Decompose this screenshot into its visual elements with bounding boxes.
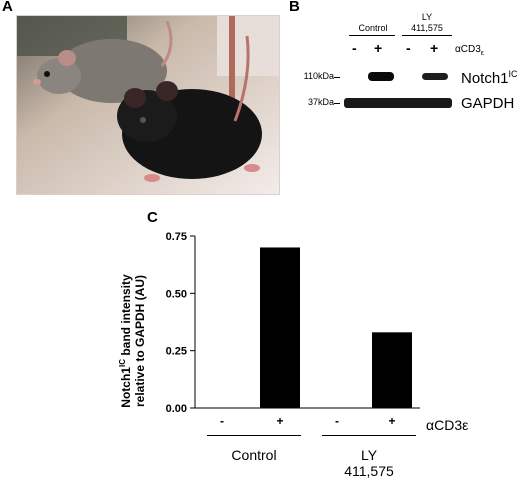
wb-band-row-gapdh	[344, 92, 452, 114]
chart-x-category-label: -	[220, 414, 224, 428]
wb-marker-tick-110	[334, 77, 340, 78]
mice-photo	[16, 15, 280, 195]
chart-y-tick-label: 0.50	[166, 288, 187, 300]
wb-group-label-control: Control	[358, 23, 388, 33]
wb-lane-sign-4: +	[430, 40, 439, 56]
chart-x-category-label: +	[276, 414, 283, 428]
wb-stimulus-main: CD3	[460, 44, 481, 55]
wb-protein-notch1-main: Notch1	[461, 70, 509, 87]
wb-band-notch1-lane2	[368, 72, 394, 81]
chart-group-underline-ly	[322, 435, 416, 436]
panel-label-c: C	[147, 209, 158, 226]
wb-group-label-ly-line1: LY	[421, 12, 433, 22]
wb-marker-110kda: 110kDa	[303, 71, 334, 81]
chart-group-underline-control	[207, 435, 301, 436]
wb-marker-tick-37	[334, 103, 340, 104]
chart-y-tick-label: 0.75	[166, 231, 187, 243]
chart-group-label-control: Control	[231, 447, 277, 463]
wb-stimulus-prefix: α	[455, 44, 461, 55]
wb-band-row-notch1	[344, 66, 452, 88]
chart-group-label-ly-line2: 411,575	[344, 463, 394, 479]
panel-label-a: A	[2, 0, 13, 15]
chart-group-label-ly-line1: LY	[360, 447, 378, 463]
chart-x-category-label: +	[388, 414, 395, 428]
chart-stimulus-label: αCD3ε	[426, 417, 469, 433]
mice-illustration	[17, 16, 279, 194]
panel-label-b: B	[289, 0, 300, 15]
chart-y-tick-label: 0.25	[166, 346, 187, 358]
wb-group-underline-control	[349, 35, 395, 36]
wb-band-gapdh-strip	[344, 98, 452, 108]
chart-bar	[260, 247, 300, 408]
wb-band-notch1-lane4	[422, 73, 448, 80]
chart-x-category-label: -	[335, 414, 339, 428]
wb-lane-sign-2: +	[374, 40, 383, 56]
wb-group-underline-ly	[402, 35, 452, 36]
wb-lane-sign-3: -	[406, 40, 411, 56]
wb-protein-notch1: Notch1IC	[461, 69, 518, 87]
wb-protein-notch1-sup: IC	[508, 69, 518, 79]
wb-stimulus-sub: ε	[480, 50, 484, 57]
wb-group-label-ly-line2: 411,575	[411, 23, 443, 33]
wb-lane-sign-1: -	[352, 40, 357, 56]
chart-bar	[372, 332, 412, 408]
chart-y-tick-label: 0.00	[166, 403, 187, 415]
wb-marker-37kda: 37kDa	[307, 97, 334, 107]
wb-protein-gapdh: GAPDH	[461, 95, 515, 112]
wb-stimulus-label: αCD3ε	[455, 44, 484, 57]
